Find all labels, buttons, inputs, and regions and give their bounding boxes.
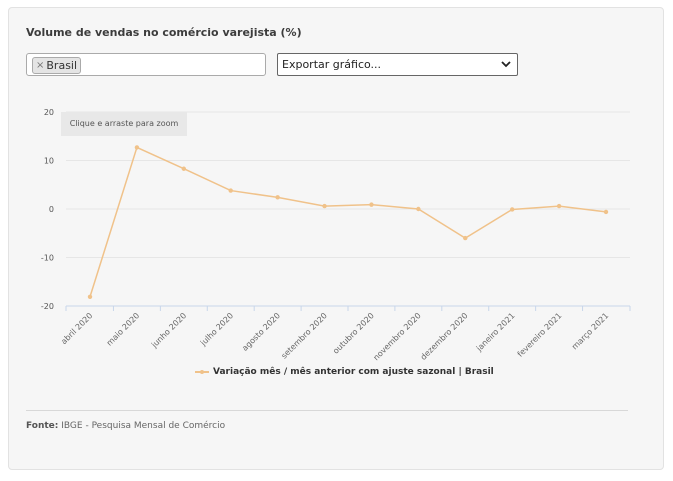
chevron-down-icon bbox=[501, 54, 511, 83]
chart-card bbox=[8, 7, 664, 470]
data-point bbox=[463, 235, 468, 241]
y-tick-label: -20 bbox=[41, 302, 54, 311]
legend-series-symbol bbox=[195, 368, 209, 376]
location-filter-input[interactable]: × Brasil bbox=[26, 53, 266, 76]
series-line bbox=[89, 146, 607, 298]
data-point bbox=[322, 203, 327, 209]
x-tick-label: agosto 2020 bbox=[240, 311, 282, 353]
x-tick-label: julho 2020 bbox=[198, 311, 235, 348]
remove-tag-icon[interactable]: × bbox=[36, 60, 45, 71]
legend-series-label: Variação mês / mês anterior com ajuste s… bbox=[213, 367, 494, 377]
chart-legend[interactable]: Variação mês / mês anterior com ajuste s… bbox=[195, 367, 494, 377]
y-tick-label: 10 bbox=[44, 157, 54, 166]
x-tick-label: dezembro 2020 bbox=[419, 311, 470, 362]
data-point bbox=[416, 206, 421, 212]
data-point bbox=[369, 202, 374, 207]
y-tick-label: -10 bbox=[41, 254, 54, 263]
zoom-hint: Clique e arraste para zoom bbox=[61, 112, 187, 136]
y-tick-label: 0 bbox=[49, 205, 54, 214]
data-point bbox=[181, 166, 187, 171]
data-point bbox=[134, 145, 140, 150]
data-point bbox=[603, 209, 609, 215]
chart-title: Volume de vendas no comércio varejista (… bbox=[26, 26, 302, 39]
data-point bbox=[228, 188, 233, 193]
x-tick-label: maio 2020 bbox=[105, 311, 142, 348]
source-note: Fonte: IBGE - Pesquisa Mensal de Comérci… bbox=[26, 421, 225, 431]
data-point bbox=[556, 203, 562, 209]
x-tick-label: abril 2020 bbox=[59, 311, 94, 346]
export-chart-select[interactable]: Exportar gráfico... bbox=[277, 53, 518, 76]
data-point bbox=[509, 207, 515, 212]
data-point bbox=[87, 294, 93, 299]
divider bbox=[26, 410, 628, 411]
location-tag-label: Brasil bbox=[46, 59, 78, 72]
x-tick-label: novembro 2020 bbox=[372, 311, 423, 362]
x-tick-label: janeiro 2021 bbox=[474, 311, 517, 354]
location-tag: × Brasil bbox=[32, 57, 82, 74]
data-point bbox=[275, 195, 280, 200]
y-tick-label: 20 bbox=[44, 108, 54, 117]
x-tick-label: setembro 2020 bbox=[280, 311, 329, 360]
x-tick-label: fevereiro 2021 bbox=[516, 311, 564, 359]
source-label: Fonte: bbox=[26, 421, 59, 431]
x-tick-label: março 2021 bbox=[570, 311, 610, 351]
export-select-value: Exportar gráfico... bbox=[282, 58, 382, 71]
x-tick-label: junho 2020 bbox=[149, 311, 188, 350]
x-tick-label: outubro 2020 bbox=[331, 311, 376, 356]
source-text: IBGE - Pesquisa Mensal de Comércio bbox=[61, 421, 226, 431]
